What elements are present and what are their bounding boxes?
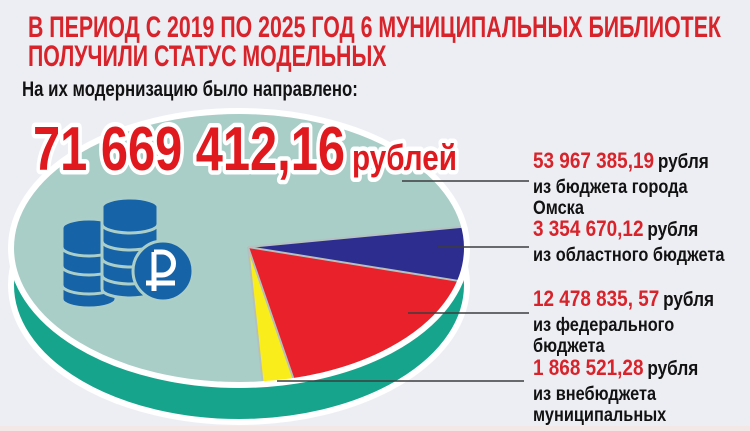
coins-icon bbox=[60, 196, 195, 310]
slice-separators bbox=[247, 225, 465, 385]
legend-amount-line: 1 868 521,28 рубля bbox=[533, 356, 731, 383]
legend-item-federal-budget: 12 478 835, 57 рубля из федерального бюд… bbox=[533, 287, 731, 358]
total-amount-currency: рублей bbox=[352, 137, 457, 178]
legend-amount: 12 478 835, 57 bbox=[533, 286, 660, 311]
legend-amount-line: 53 967 385,19 рубля bbox=[533, 149, 731, 176]
legend-description: из областного бюджета bbox=[533, 245, 725, 266]
total-amount-number: 71 669 412,16 bbox=[33, 115, 345, 184]
legend-item-extra-budget: 1 868 521,28 рубля из внебюджета муницип… bbox=[533, 356, 731, 431]
legend-amount-line: 12 478 835, 57 рубля bbox=[533, 287, 731, 314]
legend-description: из бюджета города Омска bbox=[533, 177, 688, 219]
pie-slice-federal-budget bbox=[248, 247, 461, 381]
subtitle: На их модернизацию было направлено: bbox=[22, 78, 358, 101]
legend-amount: 3 354 670,12 bbox=[533, 216, 644, 241]
pie-outline bbox=[8, 108, 470, 388]
page-title-line1: В ПЕРИОД С 2019 ПО 2025 ГОД 6 МУНИЦИПАЛЬ… bbox=[28, 11, 721, 44]
legend-amount-line: 3 354 670,12 рубля bbox=[533, 217, 731, 244]
legend-amount: 53 967 385,19 bbox=[533, 148, 655, 173]
legend-description: из внебюджета муниципальных библиотек bbox=[533, 384, 667, 431]
legend-currency: рубля bbox=[647, 358, 699, 380]
total-amount: 71 669 412,16 рублей bbox=[29, 111, 462, 189]
ruble-coin-icon bbox=[131, 239, 195, 303]
legend-description: из федерального бюджета bbox=[533, 315, 675, 357]
page-title: В ПЕРИОД С 2019 ПО 2025 ГОД 6 МУНИЦИПАЛЬ… bbox=[28, 11, 750, 73]
page-title-line2: ПОЛУЧИЛИ СТАТУС МОДЕЛЬНЫХ bbox=[28, 40, 387, 73]
pie-slice-oblast-budget bbox=[248, 226, 467, 282]
legend-currency: рубля bbox=[657, 151, 709, 173]
legend-amount: 1 868 521,28 bbox=[533, 355, 644, 380]
legend-currency: рубля bbox=[647, 219, 699, 241]
legend-item-oblast-budget: 3 354 670,12 рубля из областного бюджета bbox=[533, 217, 731, 267]
ruble-sign-icon bbox=[146, 249, 176, 291]
legend-item-city-budget: 53 967 385,19 рубля из бюджета города Ом… bbox=[533, 149, 731, 220]
bottom-edge-strip bbox=[0, 426, 750, 431]
legend-currency: рубля bbox=[663, 289, 715, 311]
leader-lines bbox=[277, 180, 529, 382]
